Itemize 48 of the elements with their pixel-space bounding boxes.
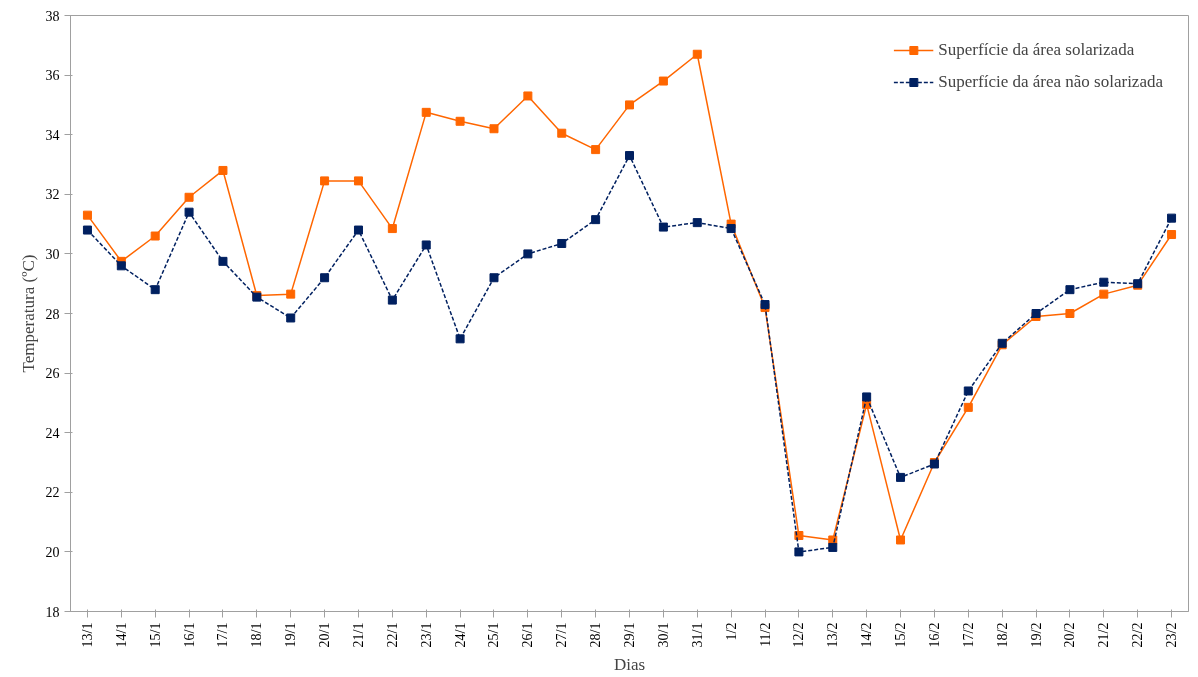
x-tick-label: 25/1 — [486, 622, 502, 648]
x-tick-label: 15/2 — [893, 622, 909, 648]
x-tick-label: 27/1 — [554, 622, 570, 648]
x-tick-label: 28/1 — [588, 622, 604, 648]
y-tick-label: 34 — [45, 127, 60, 143]
x-tick-label: 30/1 — [655, 622, 671, 648]
x-tick-label: 15/1 — [147, 622, 163, 648]
y-tick-label: 28 — [45, 306, 60, 322]
x-tick-label: 26/1 — [520, 622, 536, 648]
x-tick-label: 13/2 — [825, 622, 841, 648]
y-tick-label: 30 — [45, 246, 60, 262]
x-tick-label: 20/2 — [1062, 622, 1078, 648]
x-tick-label: 14/2 — [859, 622, 875, 648]
y-tick-label: 32 — [45, 187, 60, 203]
y-tick-label: 24 — [45, 425, 60, 441]
x-tick-label: 14/1 — [113, 622, 129, 648]
x-tick-label: 18/1 — [249, 622, 265, 648]
x-tick-label: 31/1 — [689, 622, 705, 648]
x-tick-label: 24/1 — [452, 622, 468, 648]
y-tick-label: 20 — [45, 544, 60, 560]
y-tick-label: 22 — [45, 485, 60, 501]
x-tick-label: 22/1 — [384, 622, 400, 648]
legend-label: Superfície da área não solarizada — [938, 72, 1163, 92]
legend-label: Superfície da área solarizada — [938, 40, 1135, 60]
x-tick-label: 23/1 — [418, 622, 434, 648]
x-tick-label: 19/2 — [1028, 622, 1044, 648]
x-tick-label: 11/2 — [757, 622, 773, 647]
x-tick-label: 21/1 — [350, 622, 366, 648]
x-tick-label: 16/2 — [926, 622, 942, 648]
x-tick-label: 21/2 — [1096, 622, 1112, 648]
y-tick-label: 36 — [45, 68, 60, 84]
x-tick-label: 17/2 — [960, 622, 976, 648]
x-tick-label: 20/1 — [317, 622, 333, 648]
x-tick-label: 12/2 — [791, 622, 807, 648]
y-tick-label: 26 — [45, 366, 60, 382]
y-tick-label: 18 — [45, 604, 60, 620]
x-tick-label: 22/2 — [1130, 622, 1146, 648]
y-tick-label: 38 — [45, 8, 60, 24]
x-tick-label: 23/2 — [1164, 622, 1180, 648]
x-tick-label: 18/2 — [994, 622, 1010, 648]
x-axis-title: Dias — [613, 655, 646, 675]
x-tick-label: 17/1 — [215, 622, 231, 648]
x-tick-label: 19/1 — [283, 622, 299, 648]
x-tick-label: 29/1 — [622, 622, 637, 648]
x-tick-label: 1/2 — [723, 622, 739, 641]
x-tick-label: 13/1 — [79, 622, 95, 648]
y-axis-title: Temperatura (ºC) — [18, 254, 38, 373]
x-tick-label: 16/1 — [181, 622, 197, 648]
